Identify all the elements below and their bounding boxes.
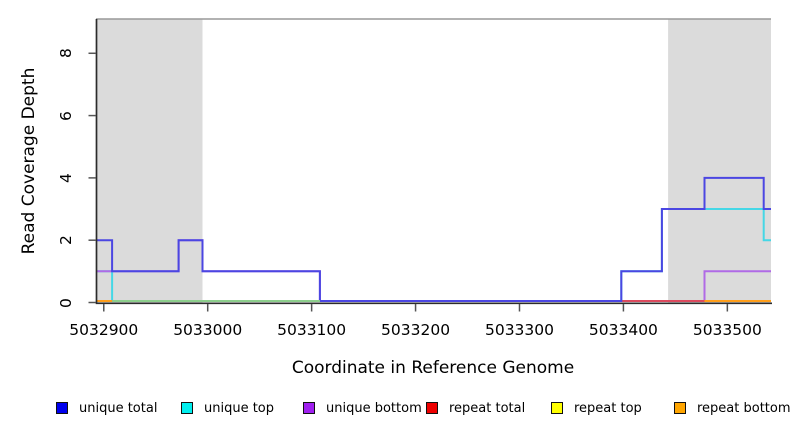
legend-item-label: repeat bottom	[697, 400, 791, 416]
legend-item-unique-total: unique total	[56, 396, 157, 420]
legend-item-repeat-total: repeat total	[426, 396, 525, 420]
legend: unique total unique top unique bottom repea…	[0, 396, 792, 422]
legend-item-repeat-top: repeat top	[551, 396, 642, 420]
x-tick-label: 5033100	[277, 321, 347, 339]
legend-swatch-icon	[303, 402, 315, 414]
y-tick-label: 8	[57, 48, 75, 59]
y-axis-label: Read Coverage Depth	[19, 67, 39, 255]
y-tick-label: 2	[57, 235, 75, 246]
legend-item-label: unique bottom	[326, 400, 422, 416]
x-axis-label: Coordinate in Reference Genome	[291, 358, 575, 378]
y-tick-label: 0	[57, 297, 75, 308]
legend-swatch-icon	[551, 402, 563, 414]
legend-item-unique-bottom: unique bottom	[303, 396, 422, 420]
y-tick-label: 6	[57, 110, 75, 121]
legend-item-label: unique top	[204, 400, 275, 416]
legend-swatch-icon	[56, 402, 68, 414]
legend-swatch-icon	[426, 402, 438, 414]
repeat-region-shading	[668, 19, 771, 303]
x-tick-label: 5033300	[484, 321, 554, 339]
series-line-unique-total	[96, 176, 771, 302]
legend-swatch-icon	[181, 402, 193, 414]
x-tick-label: 5033200	[381, 321, 451, 339]
legend-swatch-icon	[674, 402, 686, 414]
x-tick-label: 5033500	[692, 321, 762, 339]
x-tick-label: 5032900	[69, 321, 139, 339]
x-tick-label: 5033000	[173, 321, 243, 339]
repeat-region-shading	[96, 19, 203, 303]
legend-item-unique-top: unique top	[181, 396, 274, 420]
legend-item-label: unique total	[79, 400, 158, 416]
y-tick-label: 4	[57, 172, 75, 183]
legend-item-label: repeat top	[574, 400, 642, 416]
legend-item-label: repeat total	[449, 400, 526, 416]
x-tick-label: 5033400	[588, 321, 658, 339]
legend-item-repeat-bottom: repeat bottom	[674, 396, 791, 420]
